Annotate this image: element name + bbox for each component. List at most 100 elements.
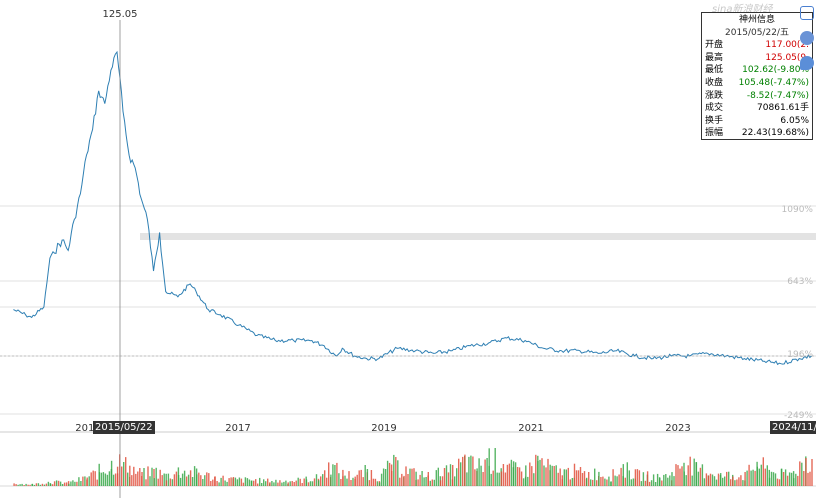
volume-bar	[622, 464, 624, 486]
volume-bar	[326, 477, 328, 486]
volume-bar	[114, 473, 117, 486]
volume-bar	[498, 472, 500, 486]
volume-bar	[330, 474, 332, 486]
volume-bar	[632, 478, 634, 486]
volume-bar	[307, 482, 310, 486]
volume-bar	[72, 480, 74, 486]
tooltip-row: 最高 125.05(9.	[705, 52, 809, 65]
tooltip-row-label: 开盘	[705, 40, 724, 51]
volume-bar	[281, 482, 283, 486]
volume-bar	[403, 475, 405, 486]
volume-bar	[667, 477, 669, 486]
volume-bar	[778, 479, 781, 486]
volume-bar	[711, 474, 714, 486]
volume-bar	[391, 471, 393, 486]
weibo-icon[interactable]	[800, 31, 814, 45]
volume-bar	[756, 466, 758, 486]
volume-bar	[189, 470, 192, 486]
volume-bar	[661, 480, 663, 486]
volume-bar	[535, 454, 537, 486]
volume-bar	[360, 469, 362, 486]
volume-bar	[508, 463, 511, 486]
volume-bar	[78, 477, 80, 486]
volume-bar	[675, 464, 677, 486]
volume-bar	[332, 464, 334, 486]
volume-bar	[273, 482, 275, 486]
chart-grid	[0, 205, 816, 487]
volume-bar	[112, 474, 115, 486]
volume-bar	[429, 480, 431, 486]
end-date-label: 2024/11/29	[770, 421, 816, 434]
volume-bar	[797, 475, 799, 486]
volume-bar	[549, 464, 551, 486]
volume-bar	[612, 469, 614, 486]
tooltip-row: 收盘 105.48(-7.47%)	[705, 77, 809, 90]
volume-bar	[529, 462, 531, 486]
volume-bar	[218, 482, 220, 486]
volume-bar	[386, 460, 389, 486]
volume-bar	[486, 458, 488, 486]
volume-bar	[454, 476, 456, 486]
volume-bar	[630, 479, 632, 486]
volume-bar	[411, 468, 413, 486]
volume-bar	[480, 465, 482, 486]
note-icon[interactable]	[800, 6, 814, 20]
volume-bar	[301, 483, 303, 486]
volume-bar	[626, 462, 628, 486]
volume-bar	[187, 474, 190, 486]
volume-bar	[468, 456, 470, 486]
volume-bar	[616, 476, 618, 486]
volume-bar	[236, 479, 239, 486]
wechat-icon[interactable]	[800, 56, 814, 70]
volume-bar	[447, 472, 450, 486]
volume-bar	[618, 474, 620, 486]
volume-bar	[606, 479, 608, 486]
volume-bar	[681, 466, 683, 486]
volume-bar	[724, 476, 726, 486]
volume-bar	[102, 472, 105, 486]
ohlc-tooltip: 神州信息 2015/05/22/五 开盘 117.00(2. 最高 125.05(9.…	[701, 12, 813, 140]
volume-bar	[125, 457, 127, 486]
volume-bar	[366, 469, 369, 486]
volume-bar	[650, 480, 653, 486]
volume-bar	[772, 472, 775, 486]
volume-bar	[59, 481, 62, 486]
volume-bar	[677, 465, 679, 486]
volume-bar	[322, 474, 324, 486]
volume-bar	[805, 458, 807, 486]
volume-bar	[364, 465, 366, 486]
volume-bar	[348, 471, 350, 486]
volume-bar	[380, 473, 383, 486]
volume-bar	[279, 480, 281, 486]
volume-bar	[652, 474, 655, 486]
volume-bar	[691, 475, 693, 486]
volume-bar	[496, 472, 498, 486]
y-tick-label: 643%	[787, 277, 813, 287]
volume-bar	[246, 478, 249, 486]
volume-bar	[679, 468, 681, 486]
volume-bar	[490, 473, 492, 486]
volume-bar	[226, 481, 228, 486]
volume-bar	[683, 471, 685, 486]
volume-bar	[98, 472, 101, 486]
volume-bar	[287, 482, 289, 486]
volume-bar	[157, 478, 159, 486]
volume-bar	[224, 480, 226, 486]
volume-bar	[121, 466, 123, 486]
volume-bar	[328, 462, 330, 486]
volume-bar	[393, 454, 395, 486]
volume-bar	[642, 472, 645, 486]
volume-bar	[807, 472, 809, 486]
volume-bar	[466, 472, 468, 486]
volume-bar	[214, 476, 216, 486]
volume-bar	[45, 483, 48, 486]
x-tick-label: 2015	[75, 423, 100, 434]
volume-bar	[460, 462, 462, 486]
tooltip-row-label: 换手	[705, 115, 724, 126]
share-toolbar	[800, 6, 816, 81]
volume-bar	[21, 483, 23, 486]
volume-bar	[291, 481, 293, 486]
volume-bar	[425, 477, 427, 486]
volume-bar	[687, 465, 689, 486]
volume-bar	[352, 477, 354, 486]
